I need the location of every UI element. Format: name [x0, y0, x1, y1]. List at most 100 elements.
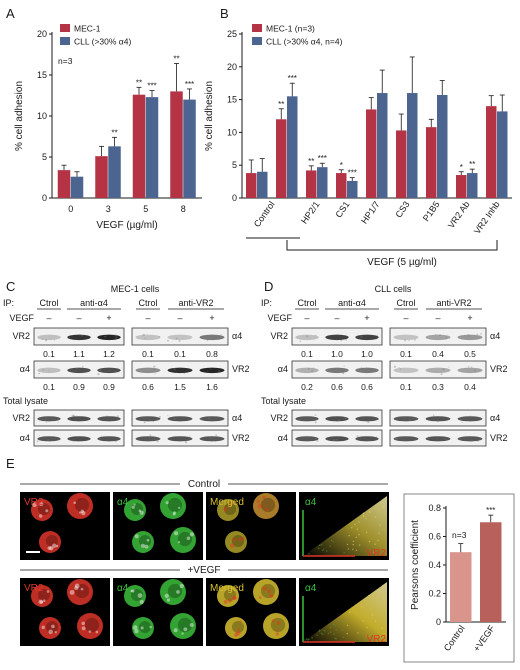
scatter-point	[323, 630, 325, 632]
blot-speck	[298, 418, 301, 421]
cell-spot	[232, 595, 237, 601]
condition-title: +VEGF	[187, 565, 220, 576]
blot-speck	[218, 335, 221, 337]
blot-band	[325, 436, 349, 442]
blot-speck	[158, 335, 161, 338]
scatter-point	[316, 634, 318, 636]
blot-title: CLL cells	[375, 284, 412, 294]
cell-texture	[260, 497, 276, 513]
y-tick-label: 0.6	[428, 532, 441, 542]
scatter-point	[368, 540, 371, 543]
blot-band	[425, 436, 451, 442]
cell-spot	[131, 505, 135, 509]
bar	[70, 176, 84, 198]
significance-stars: *	[340, 161, 343, 170]
blot-speck	[434, 419, 436, 421]
blot-band	[355, 416, 379, 422]
blot-speck	[175, 337, 178, 340]
cell-spot	[73, 501, 77, 505]
blot-speck	[398, 367, 400, 369]
bar	[317, 167, 328, 198]
cell	[253, 579, 279, 605]
densitometry-value: 0.1	[301, 349, 313, 359]
blot-speck	[42, 369, 44, 371]
significance-stars: ***	[147, 82, 156, 91]
scatter-point	[354, 523, 356, 526]
blot-speck	[100, 435, 103, 438]
blot-panel-d: CLL cells IP: Ctrol – anti-α4 – + Ctrol – anti-VR…	[261, 284, 508, 447]
cell-spot	[189, 532, 194, 537]
bar	[407, 93, 418, 198]
cell-spot	[80, 509, 84, 513]
cell-spot	[46, 590, 50, 593]
cell	[132, 531, 154, 553]
blot-speck	[114, 440, 117, 443]
densitometry-value: 0.9	[73, 382, 85, 392]
blot-row-label-left: α4	[278, 364, 288, 374]
scatter-point	[358, 533, 360, 536]
cell	[67, 579, 93, 605]
bar	[287, 96, 298, 198]
cell-spot	[227, 598, 232, 603]
cell-spot	[49, 546, 54, 551]
vegf-sign: –	[334, 313, 339, 323]
cell-spot	[257, 503, 263, 509]
blot-speck	[340, 340, 342, 342]
bar	[246, 173, 257, 198]
blot-band	[167, 416, 193, 422]
scatter-y-label: α4	[305, 497, 317, 508]
cell-texture	[130, 588, 144, 602]
cell-texture	[223, 502, 237, 516]
blot-speck	[471, 440, 473, 442]
legend-swatch	[60, 24, 70, 32]
blot-band	[355, 334, 379, 341]
blot-band	[37, 416, 61, 422]
channel-label: α4	[117, 497, 129, 508]
cell	[253, 493, 279, 519]
cell-spot	[47, 546, 52, 550]
blot-row-label-right: VR2	[232, 364, 250, 374]
scatter-point	[332, 541, 334, 543]
microscopy-panel: Control VR2 α4 Merged α4 VR2 +VEGF VR2 α4 Merged α…	[20, 479, 389, 646]
scatter-y-label: α4	[305, 583, 317, 594]
scatter-point	[358, 521, 360, 523]
blot-band	[457, 416, 483, 422]
blot-speck	[115, 336, 118, 339]
total-lysate-label: Total lysate	[261, 396, 306, 406]
scatter-point	[355, 536, 357, 539]
blot-band	[67, 436, 91, 442]
chart-e: 0 0.2 0.4 0.6 0.8 Pearsons coefficient *** Cont…	[403, 493, 515, 663]
densitometry-value: 1.5	[174, 382, 186, 392]
blot-speck	[215, 440, 217, 443]
legend-label: MEC-1 (n=3)	[266, 24, 315, 34]
cell-spot	[39, 502, 44, 507]
blot-speck	[331, 436, 334, 438]
blot-speck	[44, 339, 48, 342]
scatter-point	[327, 632, 330, 634]
vegf-sign: –	[177, 313, 182, 323]
blot-speck	[428, 436, 430, 438]
blot-row-label-left: VR2	[12, 331, 30, 341]
densitometry-value: 0.4	[432, 349, 444, 359]
scatter-point	[374, 543, 376, 545]
scatter-point	[321, 544, 323, 546]
blot-speck	[356, 435, 359, 438]
scatter-point	[329, 545, 331, 547]
y-axis-label: Pearsons coefficient	[410, 520, 421, 610]
cell-spot	[173, 628, 178, 633]
scatter-point	[365, 517, 367, 520]
blot-band	[457, 367, 483, 374]
y-tick-label: 5	[232, 160, 237, 170]
blot-speck	[81, 365, 84, 368]
x-tick-label: Control	[252, 199, 277, 229]
cell-spot	[81, 626, 86, 631]
cell-spot	[275, 629, 279, 632]
cell	[170, 527, 196, 553]
bar	[497, 111, 508, 198]
blot-row-label-right: α4	[232, 413, 242, 423]
x-tick-label: HP1/7	[359, 199, 382, 225]
blot-speck	[209, 368, 211, 370]
densitometry-value: 0.5	[464, 349, 476, 359]
densitometry-value: 0.6	[142, 382, 154, 392]
